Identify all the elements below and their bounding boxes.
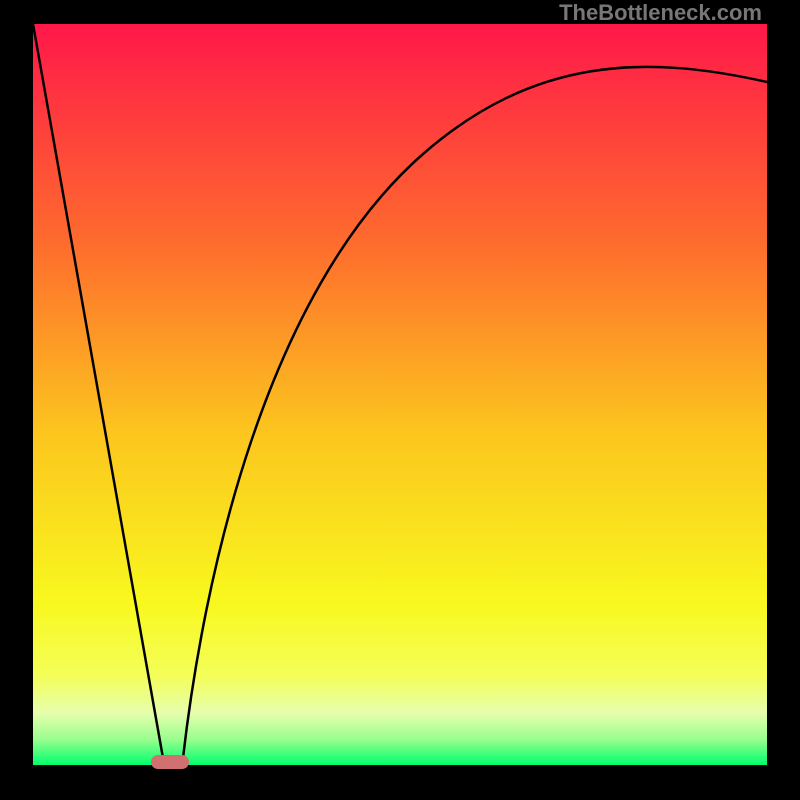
attribution-text: TheBottleneck.com	[559, 0, 762, 26]
curve-right-segment	[183, 67, 767, 758]
bottleneck-curve	[33, 24, 767, 765]
optimal-marker-pill	[151, 755, 189, 769]
plot-area	[33, 24, 767, 765]
curve-left-segment	[33, 24, 163, 758]
